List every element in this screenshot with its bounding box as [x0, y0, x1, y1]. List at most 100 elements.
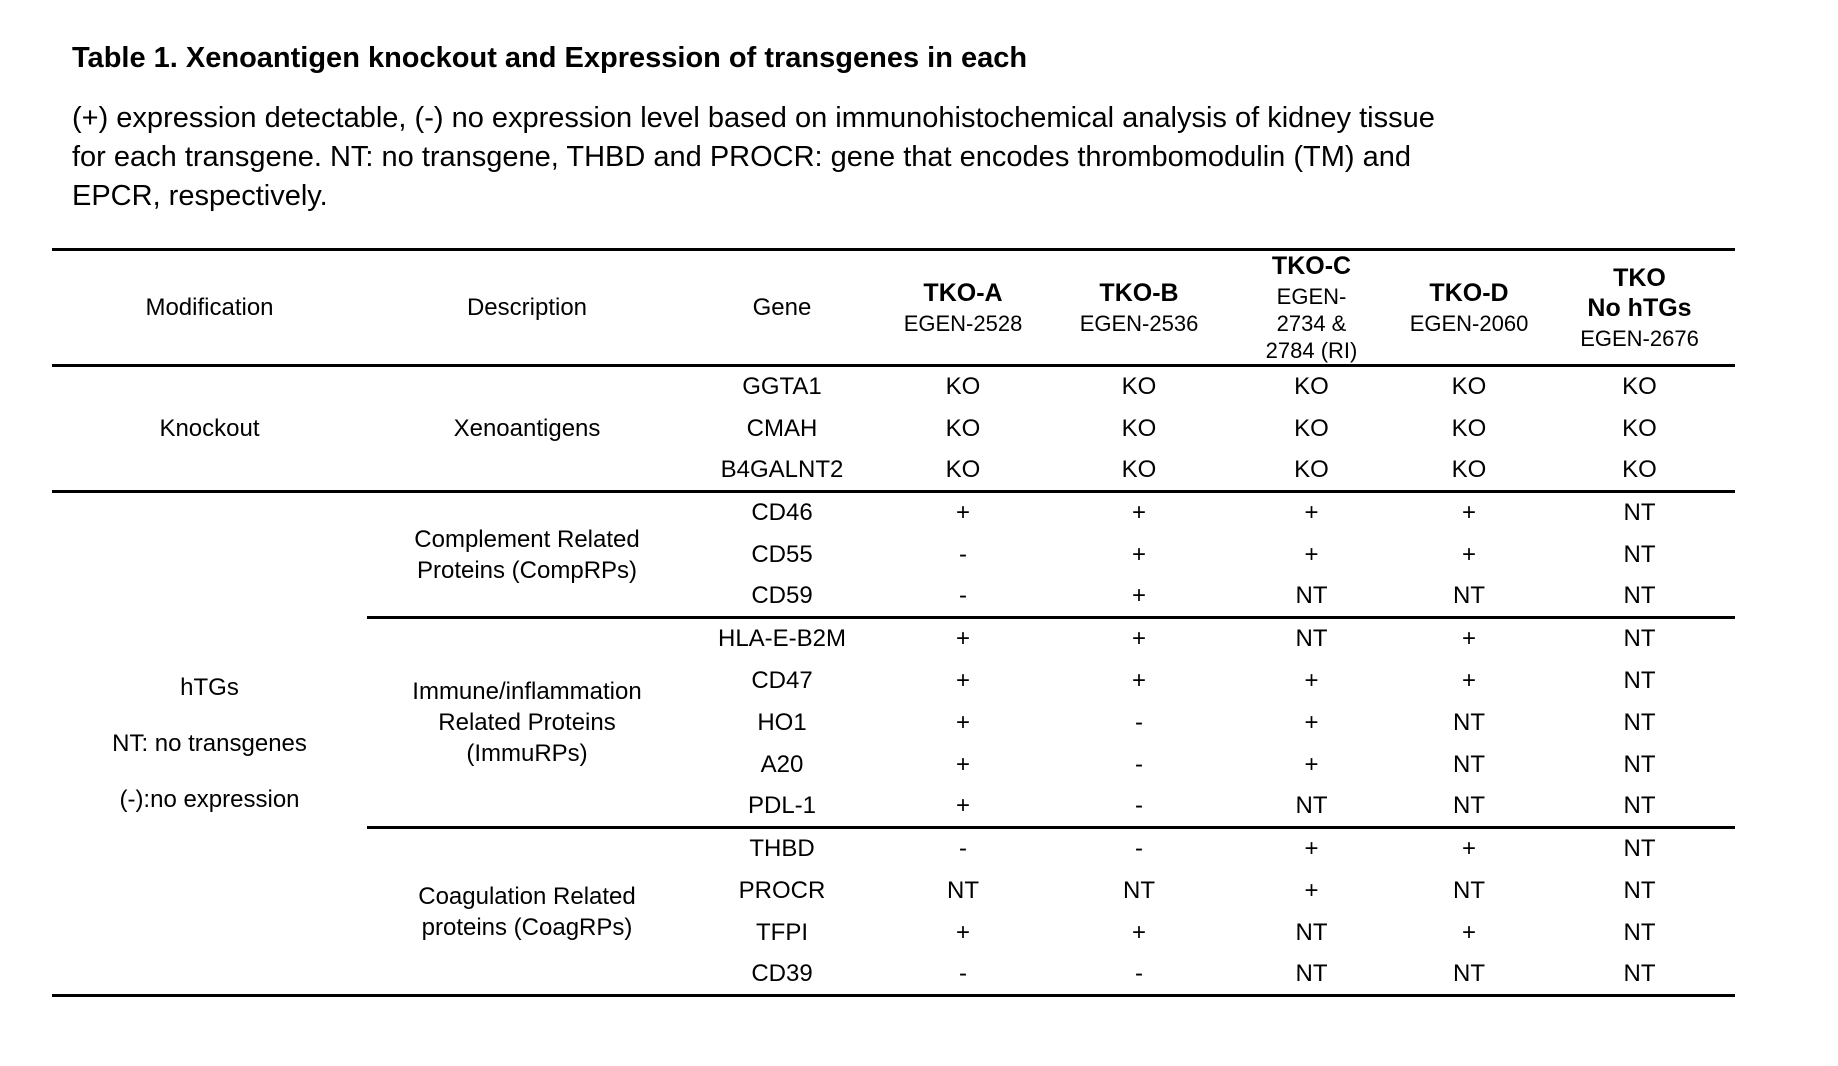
value-cell: NT — [1453, 959, 1485, 987]
col-header-tko-b: TKO-B EGEN-2536 — [1049, 249, 1229, 367]
value-cell: + — [1304, 666, 1319, 694]
gene-cell: HLA-E-B2M — [687, 616, 877, 660]
tko-a-subtitle: EGEN-2528 — [903, 311, 1023, 336]
value-cell: NT — [1453, 876, 1485, 904]
value-cell: + — [877, 616, 1049, 660]
description-cell-xenoantigens: Xenoantigens — [453, 415, 601, 442]
gene-cell: CD47 — [751, 666, 813, 694]
value-cell: + — [1049, 490, 1229, 534]
value-cell: KO — [945, 455, 981, 483]
value-cell: - — [1135, 708, 1143, 736]
value-cell: + — [1304, 876, 1319, 904]
value-cell: + — [1461, 540, 1476, 568]
value-cell: + — [1394, 490, 1544, 534]
value-cell: + — [955, 791, 970, 819]
value-cell: + — [1394, 616, 1544, 660]
value-cell: + — [877, 490, 1049, 534]
table-caption: (+) expression detectable, (-) no expres… — [72, 102, 1435, 212]
value-cell: KO — [1622, 455, 1657, 483]
header-row: Modification Description Gene TKO-A EGEN… — [52, 249, 1735, 367]
value-cell: NT — [1623, 918, 1656, 946]
table-row-tfpi: TFPI + + NT + NT — [52, 912, 1735, 954]
gene-cell: CD39 — [751, 959, 813, 987]
gene-cell: CMAH — [746, 414, 818, 442]
value-cell: KO — [945, 373, 981, 401]
value-cell: NT — [947, 876, 979, 904]
value-cell: KO — [945, 414, 981, 442]
value-cell: + — [1461, 666, 1476, 694]
no-expression-note: (-):no expression — [119, 785, 300, 813]
table-row-cd55: CD55 - + + + NT — [52, 534, 1735, 576]
value-cell: + — [1304, 708, 1319, 736]
value-cell: KO — [1451, 373, 1487, 401]
value-cell: NT — [1295, 959, 1328, 987]
table-row-hla-e-b2m: Immune/inflammation Related Proteins (Im… — [52, 616, 1735, 828]
value-cell: KO — [1622, 373, 1657, 401]
value-cell: NT — [1229, 616, 1394, 660]
value-cell: + — [1229, 490, 1394, 534]
value-cell: KO — [1294, 414, 1329, 442]
table-row-cmah: CMAH KO KO KO KO KO — [52, 408, 1735, 450]
gene-cell: HO1 — [757, 708, 807, 736]
modification-cell-htgs: hTGs NT: no transgenes (-):no expression — [52, 490, 367, 996]
col-header-tko-a: TKO-A EGEN-2528 — [877, 249, 1049, 367]
value-cell: KO — [1121, 414, 1157, 442]
value-cell: + — [955, 750, 970, 778]
value-cell: NT — [1123, 876, 1155, 904]
value-cell: + — [1131, 918, 1146, 946]
col-header-description: Description — [367, 249, 687, 367]
value-cell: - — [1049, 826, 1229, 870]
table-row-cd39: CD39 - - NT NT NT — [52, 954, 1735, 996]
value-cell: NT — [1623, 791, 1656, 819]
gene-cell: CD46 — [687, 490, 877, 534]
value-cell: + — [955, 708, 970, 736]
value-cell: + — [1049, 616, 1229, 660]
value-cell: NT — [1623, 581, 1656, 609]
table-row-cd59: CD59 - + NT NT NT — [52, 576, 1735, 618]
value-cell: KO — [1451, 414, 1487, 442]
gene-cell: PROCR — [738, 876, 826, 904]
value-cell: NT — [1453, 708, 1485, 736]
value-cell: NT — [1623, 540, 1656, 568]
table-row-ho1: HO1 + - + NT NT — [52, 702, 1735, 744]
value-cell: + — [1394, 826, 1544, 870]
value-cell: + — [1461, 918, 1476, 946]
tko-d-subtitle: EGEN-2060 — [1409, 311, 1529, 336]
table-row-ggta1: Knockout Xenoantigens GGTA1 KO KO KO KO … — [52, 366, 1735, 442]
gene-cell: A20 — [760, 750, 804, 778]
value-cell: NT — [1623, 876, 1656, 904]
tko-d-title: TKO-D — [1429, 279, 1509, 307]
table-row-cd47: CD47 + + + + NT — [52, 660, 1735, 702]
xenoantigen-expression-table: Modification Description Gene TKO-A EGEN… — [52, 248, 1735, 997]
value-cell: NT — [1623, 708, 1656, 736]
value-cell: KO — [1121, 455, 1157, 483]
gene-cell: CD55 — [751, 540, 813, 568]
gene-cell: THBD — [687, 826, 877, 870]
tko-no-htgs-subtitle: EGEN-2676 — [1580, 326, 1699, 351]
gene-cell: GGTA1 — [742, 373, 822, 401]
modification-cell-knockout: Knockout — [159, 414, 260, 442]
value-cell: - — [1135, 791, 1143, 819]
value-cell: KO — [1294, 373, 1329, 401]
value-cell: + — [1131, 581, 1146, 609]
value-cell: + — [1131, 666, 1146, 694]
value-cell: - — [877, 826, 1049, 870]
value-cell: NT — [1544, 490, 1735, 534]
value-cell: - — [1135, 750, 1143, 778]
nt-note: NT: no transgenes — [112, 729, 307, 757]
table-row-procr: PROCR NT NT + NT NT — [52, 870, 1735, 912]
value-cell: NT — [1295, 791, 1328, 819]
value-cell: + — [1229, 826, 1394, 870]
description-cell-immurps: Immune/inflammation Related Proteins (Im… — [367, 616, 687, 828]
value-cell: NT — [1623, 959, 1656, 987]
gene-cell: PDL-1 — [747, 791, 817, 819]
value-cell: NT — [1453, 581, 1485, 609]
tko-b-subtitle: EGEN-2536 — [1079, 311, 1199, 336]
value-cell: - — [1135, 959, 1143, 987]
value-cell: NT — [1623, 666, 1656, 694]
value-cell: - — [959, 959, 967, 987]
col-header-tko-c: TKO-C EGEN- 2734 & 2784 (RI) — [1229, 249, 1394, 367]
gene-cell: TFPI — [756, 918, 808, 946]
value-cell: NT — [1295, 918, 1328, 946]
gene-cell: B4GALNT2 — [720, 455, 844, 483]
